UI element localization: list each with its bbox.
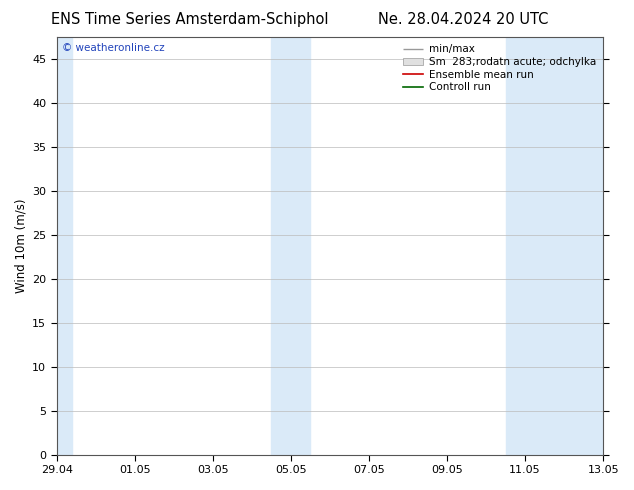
Legend: min/max, Sm  283;rodatn acute; odchylka, Ensemble mean run, Controll run: min/max, Sm 283;rodatn acute; odchylka, … bbox=[401, 42, 598, 94]
Y-axis label: Wind 10m (m/s): Wind 10m (m/s) bbox=[15, 198, 28, 293]
Bar bbox=[271, 37, 311, 455]
Text: Ne. 28.04.2024 20 UTC: Ne. 28.04.2024 20 UTC bbox=[378, 12, 548, 27]
Bar bbox=[505, 37, 603, 455]
Text: © weatheronline.cz: © weatheronline.cz bbox=[62, 43, 165, 53]
Text: ENS Time Series Amsterdam-Schiphol: ENS Time Series Amsterdam-Schiphol bbox=[51, 12, 329, 27]
Bar bbox=[56, 37, 72, 455]
